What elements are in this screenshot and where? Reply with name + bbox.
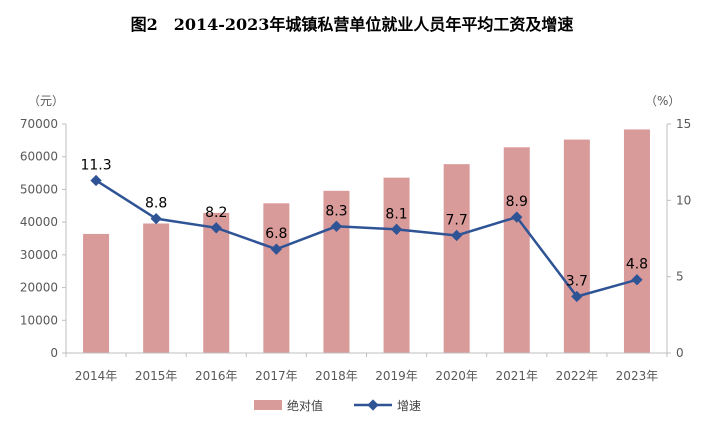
legend-line-marker bbox=[367, 399, 379, 411]
left-tick-label: 70000 bbox=[20, 117, 58, 131]
legend-line-label: 增速 bbox=[397, 399, 421, 413]
right-tick-label: 10 bbox=[676, 193, 691, 207]
bar-2022年 bbox=[563, 139, 590, 353]
growth-data-label: 7.7 bbox=[446, 212, 468, 228]
x-tick-label: 2018年 bbox=[315, 369, 358, 383]
x-tick-label: 2020年 bbox=[435, 369, 478, 383]
left-tick-label: 10000 bbox=[20, 313, 58, 327]
left-axis-unit: （元） bbox=[28, 94, 64, 108]
x-tick-label: 2022年 bbox=[556, 369, 599, 383]
right-tick-label: 0 bbox=[676, 346, 684, 360]
bar-2023年 bbox=[623, 129, 650, 353]
legend-bar-label: 绝对值 bbox=[287, 398, 323, 413]
legend-bar-swatch bbox=[254, 400, 282, 410]
growth-marker-2015年 bbox=[150, 212, 162, 225]
x-tick-label: 2016年 bbox=[195, 369, 238, 383]
growth-data-label: 8.1 bbox=[385, 206, 407, 222]
bar-2018年 bbox=[323, 190, 350, 353]
growth-marker-2018年 bbox=[330, 220, 343, 232]
right-axis-unit: （%） bbox=[645, 94, 680, 108]
growth-data-label: 8.2 bbox=[205, 205, 227, 221]
bar-2020年 bbox=[443, 164, 470, 353]
growth-marker-2019年 bbox=[390, 223, 403, 235]
bar-2017年 bbox=[263, 203, 290, 353]
category-tick-marks bbox=[65, 353, 668, 357]
growth-data-label: 6.8 bbox=[265, 226, 287, 242]
x-tick-label: 2021年 bbox=[495, 369, 538, 383]
growth-data-label: 3.7 bbox=[566, 274, 588, 290]
growth-marker-2017年 bbox=[270, 243, 283, 255]
x-tick-label: 2015年 bbox=[135, 369, 178, 383]
left-tick-label: 30000 bbox=[20, 248, 58, 262]
growth-marker-2021年 bbox=[511, 211, 523, 223]
growth-line bbox=[95, 179, 638, 298]
growth-data-label: 8.8 bbox=[145, 196, 167, 212]
x-tick-label: 2017年 bbox=[255, 369, 298, 383]
bar-series bbox=[83, 129, 650, 353]
x-axis-labels: 2014年 2015年 2016年 2017年 2018年 2019年 2020年 2021年… bbox=[75, 369, 658, 383]
left-axis-ticks: 0 10000 20000 30000 40000 50000 60000 70000 bbox=[20, 117, 66, 360]
growth-markers bbox=[90, 174, 643, 303]
growth-data-label: 8.3 bbox=[325, 203, 347, 219]
growth-marker-2016年 bbox=[210, 222, 222, 234]
bar-2019年 bbox=[383, 177, 410, 353]
growth-marker-2022年 bbox=[571, 290, 583, 303]
left-tick-label: 50000 bbox=[20, 182, 58, 196]
bar-2014年 bbox=[83, 233, 110, 353]
left-tick-label: 0 bbox=[50, 346, 58, 360]
bar-2021年 bbox=[503, 147, 530, 353]
left-tick-label: 20000 bbox=[20, 281, 58, 295]
legend: 绝对值 增速 bbox=[254, 398, 421, 413]
x-tick-label: 2014年 bbox=[75, 369, 118, 383]
left-tick-label: 60000 bbox=[20, 150, 58, 164]
growth-data-label: 8.9 bbox=[506, 194, 528, 210]
growth-marker-2023年 bbox=[631, 274, 643, 286]
bar-2015年 bbox=[143, 223, 170, 353]
x-tick-label: 2023年 bbox=[616, 369, 659, 383]
growth-data-label: 4.8 bbox=[626, 257, 648, 273]
growth-data-labels: 11.3 8.8 8.2 6.8 8.3 8.1 7.7 8.9 3.7 4.8 bbox=[80, 157, 648, 289]
right-tick-label: 5 bbox=[676, 270, 684, 284]
chart-title: 图2 2014-2023年城镇私营单位就业人员年平均工资及增速 bbox=[131, 15, 574, 34]
left-tick-label: 40000 bbox=[20, 215, 58, 229]
x-tick-label: 2019年 bbox=[375, 369, 418, 383]
growth-data-label: 11.3 bbox=[80, 157, 111, 173]
bar-2016年 bbox=[203, 212, 230, 353]
right-axis-ticks: 0 5 10 15 bbox=[667, 117, 691, 360]
right-tick-label: 15 bbox=[676, 117, 691, 131]
growth-marker-2020年 bbox=[450, 229, 463, 242]
